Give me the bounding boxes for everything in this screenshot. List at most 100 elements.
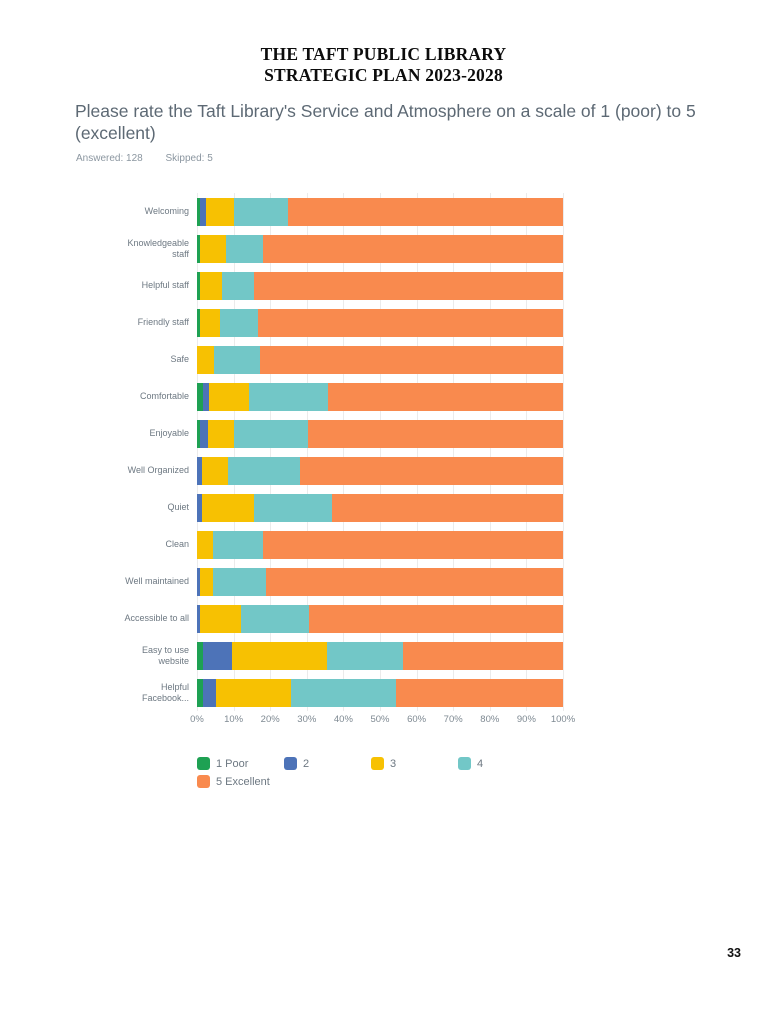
category-label: Safe [170,354,189,364]
bar-segment [403,641,563,670]
stacked-bar [197,567,563,596]
legend-label: 4 [477,757,484,770]
bar-segment [300,456,563,485]
x-axis-tick: 0% [190,714,204,725]
category-label: Comfortable [139,391,189,401]
bar-segment [291,678,397,707]
bar-segment [197,530,213,559]
legend-label: 1 Poor [216,757,249,770]
bar-segment [327,641,404,670]
chart-row: Comfortable [115,378,575,415]
chart-plot-area: Welcoming Knowledgeable staff Helpful staf… [115,193,575,711]
bar-segment [199,419,208,448]
chart-row: Helpful Facebook... [115,674,575,711]
gridline-30% [306,193,308,711]
bar-segment [213,567,267,596]
document-title: THE TAFT PUBLIC LIBRARY STRATEGIC PLAN 2… [0,44,767,86]
bar-segment [197,382,203,411]
legend-row: 1 Poor 2 3 4 [197,757,563,770]
chart-row: Well Organized [115,452,575,489]
answered-count: Answered: 128 [76,153,143,164]
category-label: Clean [165,539,189,549]
skipped-count: Skipped: 5 [165,153,213,164]
category-label: Friendly staff [137,317,189,327]
document-title-line1: THE TAFT PUBLIC LIBRARY [260,44,507,64]
category-label: Knowledgeable staff [127,237,189,259]
chart-row: Clean [115,526,575,563]
bar-segment [202,641,233,670]
x-axis-tick: 30% [297,714,317,725]
bar-segment [197,604,200,633]
chart-row: Friendly staff [115,304,575,341]
stacked-bar [197,456,563,485]
x-axis-tick: 90% [516,714,536,725]
stacked-bar [197,197,563,226]
bar-segment [309,604,563,633]
chart-row: Safe [115,341,575,378]
category-label: Helpful Facebook... [141,681,189,703]
chart-row: Enjoyable [115,415,575,452]
stacked-bar [197,678,563,707]
bar-segment [307,419,563,448]
gridline-40% [343,193,345,711]
bar-segment [199,197,206,226]
x-axis-tick: 50% [370,714,390,725]
legend-label: 2 [303,757,310,770]
stacked-bar [197,493,563,522]
gridline-70% [453,193,455,711]
x-axis-tick: 100% [550,714,576,725]
stacked-bar [197,271,563,300]
bar-segment [197,456,203,485]
bar-segment [205,197,235,226]
page-number: 33 [727,946,741,960]
chart-row: Well maintained [115,563,575,600]
stacked-bar [197,234,563,263]
chart-row: Accessible to all [115,600,575,637]
bar-segment [234,197,289,226]
bar-segment [197,345,215,374]
bar-segment [212,530,264,559]
bar-segment [202,456,228,485]
stacked-bar-chart: Welcoming Knowledgeable staff Helpful staf… [115,193,575,793]
bar-segment [254,493,333,522]
legend-item: 4 [458,757,545,770]
x-axis-tick: 80% [480,714,500,725]
gridline-50% [380,193,381,711]
chart-gridlines [197,193,564,711]
bar-segment [254,271,563,300]
bar-segment [260,345,563,374]
bar-segment [197,234,200,263]
bar-segment [202,382,210,411]
stacked-bar [197,419,563,448]
bar-segment [197,419,200,448]
survey-question-title: Please rate the Taft Library's Service a… [75,101,696,143]
legend-swatch [197,775,210,788]
bar-segment [263,530,563,559]
legend-row: 5 Excellent [197,775,563,788]
bar-segment [197,308,200,337]
bar-segment [197,678,203,707]
bar-segment [233,419,308,448]
bar-segment [232,641,328,670]
legend-item: 3 [371,757,458,770]
bar-segment [199,604,241,633]
legend-item: 1 Poor [197,757,284,770]
legend-swatch [458,757,471,770]
x-axis-tick: 20% [260,714,280,725]
bar-segment [197,567,200,596]
bar-segment [263,234,563,263]
x-axis-tick: 10% [224,714,244,725]
x-axis-tick: 40% [333,714,353,725]
bar-segment [248,382,328,411]
legend-swatch [371,757,384,770]
x-axis-tick: 60% [407,714,427,725]
bar-segment [288,197,563,226]
category-label: Enjoyable [149,428,189,438]
stacked-bar [197,530,563,559]
bar-segment [199,567,214,596]
stacked-bar [197,345,563,374]
bar-segment [396,678,563,707]
category-label: Easy to use website [141,644,189,666]
bar-segment [197,271,200,300]
